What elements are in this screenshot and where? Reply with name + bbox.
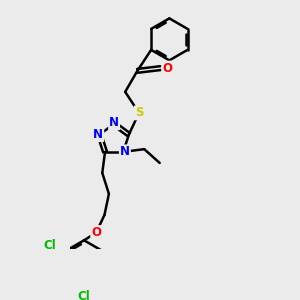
Text: Cl: Cl xyxy=(78,290,90,300)
Text: O: O xyxy=(91,226,101,239)
Text: S: S xyxy=(135,106,143,119)
Text: N: N xyxy=(109,116,119,129)
Text: N: N xyxy=(120,146,130,158)
Text: N: N xyxy=(93,128,103,141)
Text: O: O xyxy=(162,61,172,75)
Text: Cl: Cl xyxy=(43,239,56,252)
